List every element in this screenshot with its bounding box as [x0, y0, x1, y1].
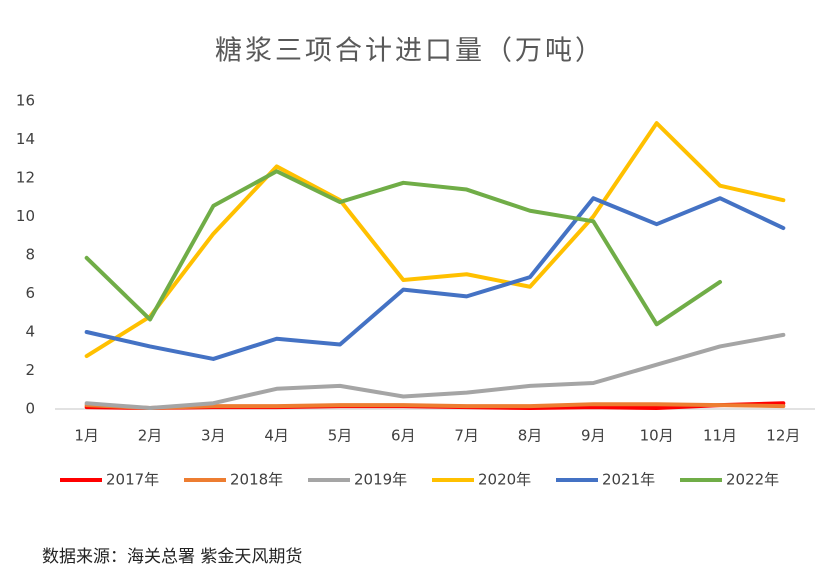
x-tick-label: 6月 — [391, 427, 416, 445]
x-tick-label: 8月 — [518, 427, 543, 445]
legend-label: 2020年 — [478, 471, 531, 489]
x-tick-label: 3月 — [201, 427, 226, 445]
source-note: 数据来源：海关总署 紫金天风期货 — [42, 547, 302, 567]
x-tick-label: 10月 — [640, 427, 674, 445]
y-tick-label: 10 — [16, 207, 35, 225]
x-tick-label: 9月 — [581, 427, 606, 445]
series-line — [84, 121, 786, 359]
y-tick-label: 16 — [16, 92, 35, 110]
x-tick-label: 7月 — [454, 427, 479, 445]
y-tick-label: 6 — [25, 284, 35, 302]
legend-label: 2021年 — [602, 471, 655, 489]
series-line — [84, 332, 786, 411]
chart-title: 糖浆三项合计进口量（万吨） — [215, 36, 605, 67]
y-tick-label: 14 — [16, 130, 35, 148]
series-line — [84, 196, 786, 361]
series-line — [84, 169, 722, 327]
x-tick-label: 11月 — [703, 427, 737, 445]
y-tick-label: 4 — [25, 323, 35, 341]
series-line — [84, 402, 786, 411]
legend-label: 2019年 — [354, 471, 407, 489]
y-tick-label: 2 — [25, 361, 35, 379]
x-tick-label: 5月 — [328, 427, 353, 445]
x-tick-label: 1月 — [74, 427, 99, 445]
x-tick-label: 4月 — [264, 427, 289, 445]
legend-label: 2018年 — [230, 471, 283, 489]
legend-label: 2017年 — [106, 471, 159, 489]
legend-label: 2022年 — [726, 471, 779, 489]
y-tick-label: 0 — [25, 400, 35, 418]
x-tick-label: 2月 — [138, 427, 163, 445]
y-tick-label: 12 — [16, 169, 35, 187]
y-tick-label: 8 — [25, 246, 35, 264]
x-tick-label: 12月 — [766, 427, 800, 445]
